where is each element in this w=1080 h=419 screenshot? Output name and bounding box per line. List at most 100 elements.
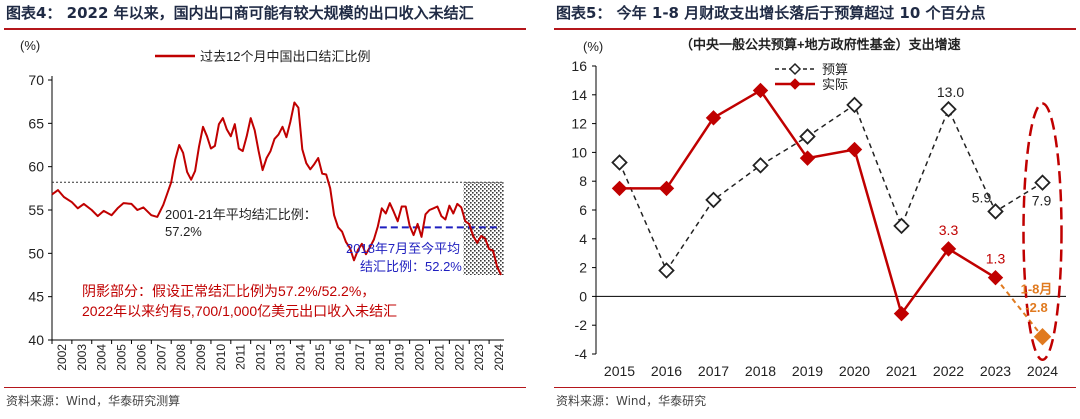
left-series-line <box>51 101 502 276</box>
actual-point <box>987 269 1004 286</box>
right-chart-title: 图表5： 今年 1-8 月财政支出增长落后于预算超过 10 个百分点 <box>556 4 986 22</box>
budget-point <box>987 203 1004 220</box>
right-source-rule <box>554 387 1076 388</box>
actual-point <box>893 305 910 322</box>
right-source-note: 资料来源：Wind，华泰研究 <box>556 394 707 408</box>
right-x-tick-label: 2024 <box>1027 363 1058 379</box>
right-subtitle: （中央一般公共预算+地方政府性基金）支出增速 <box>680 37 961 52</box>
actual-point <box>752 82 769 99</box>
budget-point <box>893 217 910 235</box>
left-x-tick-label: 2003 <box>75 344 89 371</box>
budget-point <box>705 191 722 209</box>
left-x-tick-label: 2004 <box>95 344 109 371</box>
left-note-line2: 2022年以来约有5,700/1,000亿美元出口收入未结汇 <box>82 303 397 319</box>
left-x-tick-label: 2005 <box>115 344 129 371</box>
left-chart-title: 图表4： 2022 年以来，国内出口商可能有较大规模的出口收入未结汇 <box>6 4 474 22</box>
right-y-tick-label: 6 <box>579 202 587 218</box>
left-x-tick-label: 2015 <box>313 344 327 371</box>
left-annotation-avg2018-value: 结汇比例：52.2% <box>360 259 462 274</box>
shaded-unconverted-area <box>463 182 504 275</box>
left-y-tick-label: 60 <box>28 159 44 175</box>
left-x-tick-label: 2024 <box>492 344 506 371</box>
right-x-tick-label: 2023 <box>980 363 1011 379</box>
budget-point <box>846 96 863 114</box>
actual-point <box>940 241 957 257</box>
left-x-tick-label: 2016 <box>333 344 347 371</box>
legend-actual-label: 实际 <box>822 77 848 92</box>
left-unit-label: (%) <box>20 38 40 53</box>
right-y-tick-label: 16 <box>571 58 587 74</box>
budget-point <box>658 262 675 279</box>
left-x-tick-label: 2017 <box>353 344 367 371</box>
legend-budget-label: 预算 <box>822 62 848 77</box>
right-y-tick-label: 4 <box>579 231 587 247</box>
budget-series-line <box>618 103 1043 273</box>
left-note-line1: 阴影部分：假设正常结汇比例为57.2%/52.2%， <box>82 283 375 299</box>
label-budget-2023: 5.9 <box>972 189 992 205</box>
left-x-tick-label: 2021 <box>432 344 446 371</box>
left-y-tick-label: 50 <box>28 245 44 261</box>
left-source-rule <box>4 387 526 388</box>
legend-budget-marker <box>788 62 802 76</box>
left-annotation-avg2018: 2018年7月至今平均 <box>346 241 460 256</box>
left-x-tick-label: 2023 <box>472 344 486 371</box>
right-unit-label: (%) <box>583 39 603 54</box>
left-x-tick-label: 2018 <box>373 344 387 371</box>
right-y-tick-label: 10 <box>571 144 587 160</box>
left-x-tick-label: 2012 <box>254 344 268 371</box>
left-x-tick-label: 2013 <box>273 344 287 371</box>
legend-actual-marker <box>789 78 801 90</box>
left-y-tick-label: 70 <box>28 72 44 88</box>
actual-series-line <box>619 88 997 317</box>
budget-point <box>752 157 769 174</box>
right-y-tick-label: 0 <box>579 288 587 304</box>
label-ytd-period: 1-8月 <box>1021 282 1053 297</box>
right-x-tick-label: 2020 <box>839 363 870 379</box>
right-x-tick-label: 2018 <box>745 363 776 379</box>
left-x-tick-label: 2002 <box>55 344 69 371</box>
highlight-ellipse-2024 <box>1022 102 1063 362</box>
left-legend-label: 过去12个月中国出口结汇比例 <box>200 49 370 64</box>
left-annotation-avg2001-value: 57.2% <box>165 224 202 239</box>
label-actual-2023: 1.3 <box>986 251 1006 267</box>
left-title-rule <box>4 28 526 30</box>
left-x-tick-label: 2011 <box>234 344 248 370</box>
left-annotation-avg2001: 2001-21年平均结汇比例： <box>165 207 317 222</box>
right-y-tick-label: 14 <box>571 87 587 103</box>
left-x-tick-label: 2007 <box>154 344 168 371</box>
ytd-point <box>1033 328 1052 346</box>
ytd-dashed-line <box>994 277 1044 338</box>
label-budget-2024: 7.9 <box>1032 193 1052 209</box>
right-y-tick-label: 2 <box>579 260 587 276</box>
actual-point <box>846 141 863 158</box>
left-x-tick-label: 2022 <box>452 344 466 371</box>
left-x-tick-label: 2008 <box>174 344 188 371</box>
right-title-rule <box>554 28 1076 30</box>
right-x-tick-label: 2022 <box>933 363 964 379</box>
right-x-tick-label: 2016 <box>651 363 682 379</box>
left-y-tick-label: 45 <box>28 289 44 305</box>
budget-point <box>799 128 816 145</box>
right-x-tick-label: 2015 <box>604 363 635 379</box>
label-ytd-value: -2.8 <box>1025 300 1047 315</box>
left-y-tick-label: 40 <box>28 332 44 348</box>
left-y-tick-label: 55 <box>28 202 44 218</box>
left-x-tick-label: 2006 <box>134 344 148 371</box>
right-y-tick-label: 8 <box>579 173 587 189</box>
left-x-tick-label: 2020 <box>413 344 427 371</box>
label-budget-2022: 13.0 <box>937 84 964 100</box>
label-actual-2022: 3.3 <box>939 222 959 238</box>
actual-point <box>705 110 722 126</box>
right-y-tick-label: -4 <box>575 346 588 362</box>
budget-point <box>1034 174 1051 191</box>
left-x-tick-label: 2010 <box>214 344 228 371</box>
left-x-tick-label: 2019 <box>393 344 407 371</box>
right-y-tick-label: -2 <box>575 317 588 333</box>
actual-point <box>799 150 816 166</box>
right-y-tick-label: 12 <box>571 116 587 132</box>
budget-point <box>611 154 628 171</box>
left-x-tick-label: 2009 <box>194 344 208 371</box>
right-x-tick-label: 2017 <box>698 363 729 379</box>
actual-point <box>658 180 675 197</box>
